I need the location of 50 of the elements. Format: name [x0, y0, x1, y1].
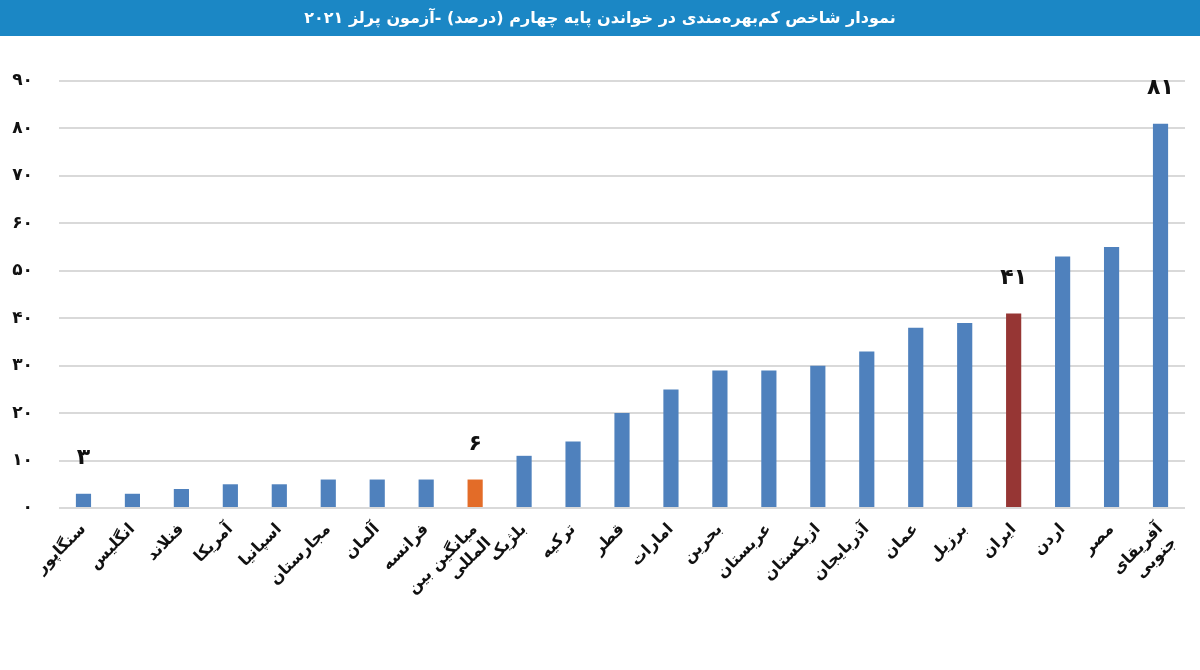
bar: [271, 484, 287, 507]
y-tick-label: ۰: [22, 496, 33, 517]
bar: [320, 479, 336, 507]
bar: [222, 484, 238, 507]
bar: [712, 370, 728, 507]
y-tick-label: ۵۰: [12, 259, 33, 280]
x-tick-label: بحرین: [678, 519, 726, 567]
bar: [516, 455, 532, 507]
data-label: ۶: [468, 430, 482, 456]
bar: [859, 351, 875, 507]
x-tick-label: اردن: [1029, 519, 1069, 559]
bar: [75, 493, 92, 507]
bar: [1055, 256, 1071, 507]
bar: [173, 489, 189, 507]
bar: [957, 322, 973, 507]
bar: [663, 389, 679, 507]
x-tick-label: ایران: [977, 519, 1020, 562]
x-tick-label: برزیل: [924, 519, 971, 565]
data-label: ۳: [76, 444, 91, 470]
bar: [1152, 123, 1169, 507]
x-tick-label: قطر: [588, 519, 628, 559]
x-tick-label: ترکیه: [536, 519, 579, 562]
y-tick-label: ۶۰: [12, 211, 33, 232]
bar: [1006, 313, 1022, 507]
x-tick-label: آمریکا: [188, 518, 237, 566]
x-tick-label: آلمان: [339, 518, 384, 563]
data-label: ۴۱: [1000, 264, 1028, 290]
y-tick-label: ۳۰: [12, 354, 33, 375]
x-tick-label: مصر: [1078, 519, 1118, 559]
bar: [761, 370, 777, 507]
bar: [1103, 247, 1120, 507]
y-tick-label: ۲۰: [12, 401, 33, 422]
y-tick-label: ۱۰: [12, 448, 33, 469]
chart-title: نمودار شاخص کم‌بهره‌مندی در خواندن پایه چهارم (درصد) -آزمون پرلز ۲۰۲۱: [304, 8, 896, 27]
bar: [369, 479, 385, 507]
y-tick-label: ۴۰: [12, 306, 33, 327]
y-tick-label: ۸۰: [12, 116, 33, 137]
bar: [614, 413, 630, 507]
x-tick-label: امارات: [626, 519, 677, 570]
bar: [565, 441, 581, 507]
bar: [418, 479, 434, 507]
y-tick-label: ۷۰: [12, 164, 33, 185]
bar: [124, 493, 141, 507]
bar: [467, 479, 483, 507]
data-label: ۸۱: [1147, 74, 1174, 100]
bar: [908, 327, 924, 507]
x-tick-label: فنلاند: [142, 519, 188, 564]
x-tick-label: عمان: [878, 519, 922, 562]
y-tick-label: ۹۰: [12, 69, 33, 90]
bar: [810, 365, 826, 507]
